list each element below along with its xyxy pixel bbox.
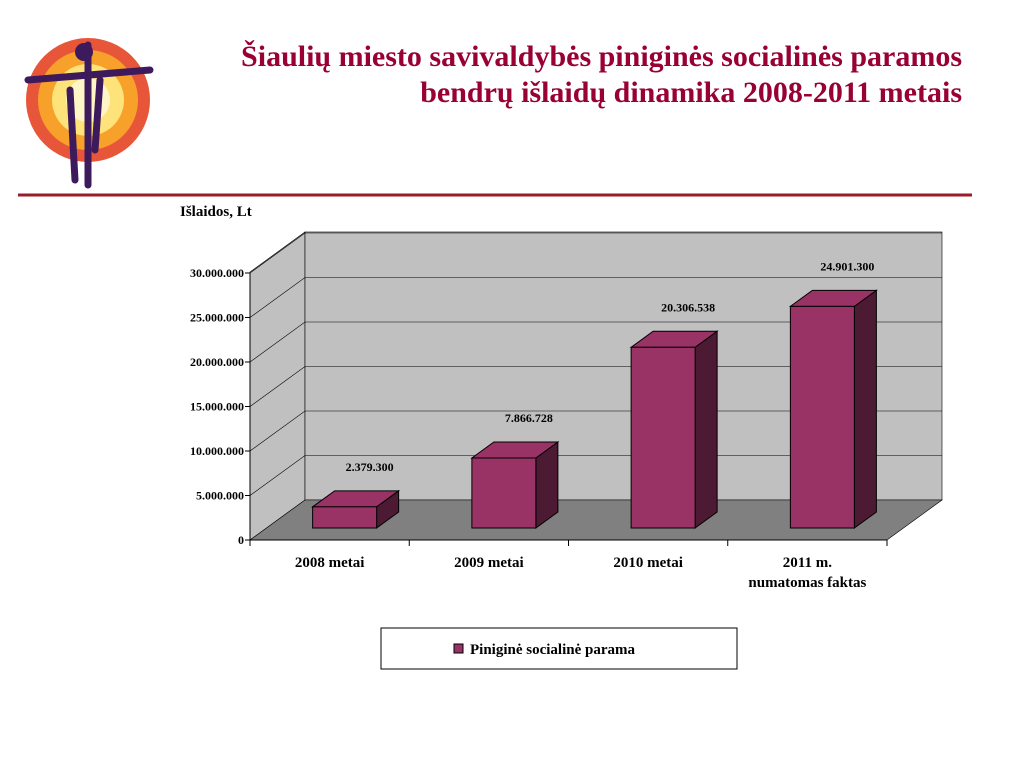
- x-tick-label: 2011 m. numatomas faktas: [748, 555, 866, 591]
- grid-line: [249, 277, 942, 318]
- y-tick-label: 15.000.000: [190, 400, 244, 414]
- bar: [471, 457, 537, 529]
- data-label: 7.866.728: [505, 411, 553, 425]
- y-tick-label: 0: [238, 533, 244, 547]
- legend-swatch: [453, 643, 464, 654]
- grid-line: [249, 321, 942, 363]
- logo: [24, 38, 154, 189]
- bar: [630, 346, 696, 529]
- bar-side: [694, 330, 718, 529]
- grid-line: [249, 232, 942, 274]
- bar: [789, 305, 855, 529]
- x-tick-label: 2009 metai: [454, 555, 524, 571]
- legend: [380, 627, 738, 670]
- data-label: 20.306.538: [661, 300, 715, 314]
- x-tick-label: 2010 metai: [613, 555, 683, 571]
- chart-title: Šiaulių miesto savivaldybės piniginės so…: [241, 40, 962, 109]
- grid-line: [249, 366, 942, 407]
- legend-label: Piniginė socialinė parama: [470, 642, 636, 658]
- y-tick-label: 25.000.000: [190, 311, 244, 325]
- grid-line: [249, 455, 942, 496]
- plot: 0 5.000.000 10.000.000 15.000.000 20.000.000…: [190, 232, 942, 591]
- side-wall: [249, 231, 306, 541]
- x-tick-label: 2008 metai: [295, 555, 365, 571]
- grid-line: [249, 410, 942, 452]
- y-axis-title: Išlaidos, Lt: [180, 204, 252, 220]
- bar-side: [853, 289, 877, 529]
- data-label: 2.379.300: [346, 460, 394, 474]
- y-tick-label: 20.000.000: [190, 355, 244, 369]
- data-label: 24.901.300: [820, 259, 874, 273]
- y-tick-label: 10.000.000: [190, 444, 244, 458]
- bar: [312, 506, 378, 529]
- y-tick-label: 30.000.000: [190, 266, 244, 280]
- y-tick-label: 5.000.000: [196, 489, 244, 503]
